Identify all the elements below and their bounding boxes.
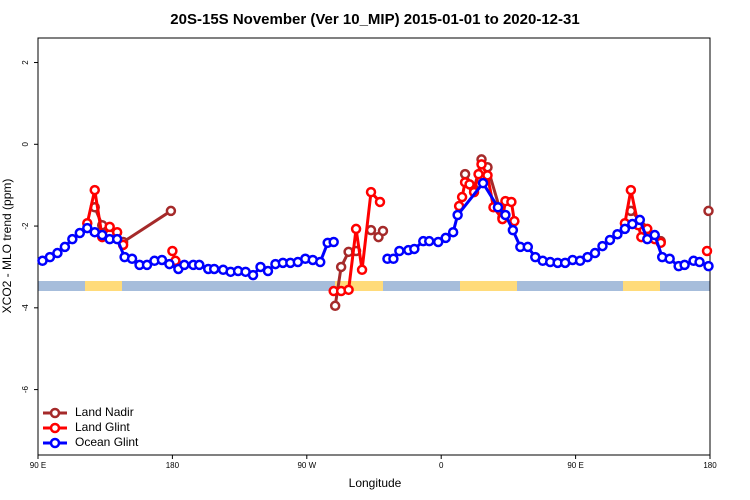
point	[356, 264, 368, 276]
point	[619, 223, 631, 235]
land-mask-strip	[38, 281, 710, 291]
point	[247, 269, 259, 281]
land-strip	[460, 281, 517, 291]
point	[627, 218, 638, 230]
point	[456, 191, 468, 203]
x-axis-label: Longitude	[349, 476, 402, 490]
y-tick-label: 0	[21, 142, 30, 147]
point	[165, 205, 177, 217]
point	[126, 253, 138, 265]
point	[335, 261, 347, 273]
y-tick-label: -2	[21, 222, 30, 230]
point	[52, 247, 63, 259]
point	[625, 184, 637, 196]
point	[328, 236, 339, 248]
point	[649, 229, 660, 241]
point	[104, 221, 115, 233]
point	[703, 260, 714, 272]
point	[350, 223, 362, 235]
point	[679, 259, 690, 271]
point	[111, 233, 123, 245]
point	[509, 215, 520, 227]
point	[492, 202, 504, 213]
point	[194, 259, 205, 271]
x-tick-label: 180	[166, 461, 180, 470]
point	[365, 224, 377, 236]
x-tick-label: 180	[703, 461, 717, 470]
point	[432, 236, 444, 248]
point	[500, 209, 511, 221]
point	[447, 226, 459, 238]
point	[694, 256, 705, 268]
point	[703, 205, 714, 217]
chart-title: 20S-15S November (Ver 10_MIP) 2015-01-01…	[170, 11, 579, 28]
point	[89, 184, 100, 196]
point	[642, 233, 653, 245]
point	[388, 253, 399, 265]
point	[329, 300, 341, 312]
point	[179, 259, 190, 271]
point	[477, 177, 489, 189]
legend-marker	[49, 437, 61, 449]
point	[164, 258, 175, 270]
point	[476, 159, 487, 170]
point	[452, 209, 463, 221]
point	[604, 234, 616, 246]
x-tick-label: 0	[439, 461, 444, 470]
x-tick-label: 90 W	[297, 461, 316, 470]
point	[141, 259, 153, 271]
point	[255, 261, 266, 273]
point	[409, 243, 420, 255]
point	[343, 284, 354, 296]
y-axis-label: XCO2 - MLO trend (ppm)	[0, 179, 14, 314]
point	[664, 253, 675, 265]
point	[167, 245, 178, 257]
legend-marker	[49, 407, 61, 419]
y-tick-label: 2	[21, 60, 30, 65]
point	[440, 232, 451, 244]
point	[314, 256, 326, 268]
point	[96, 229, 108, 241]
plot-frame	[37, 37, 711, 456]
x-tick-label: 90 E	[567, 461, 583, 470]
legend-label: Ocean Glint	[75, 435, 139, 449]
point	[394, 245, 405, 257]
point	[459, 168, 471, 180]
point	[597, 240, 608, 252]
point	[156, 254, 168, 266]
point	[374, 196, 386, 208]
point	[44, 251, 56, 263]
point	[507, 224, 519, 236]
point	[424, 235, 435, 247]
point	[67, 233, 78, 245]
point	[589, 247, 601, 259]
land-strip	[623, 281, 660, 291]
y-tick-label: -6	[21, 385, 30, 393]
point	[59, 241, 71, 253]
x-tick-label: 90 E	[30, 461, 46, 470]
legend-label: Land Nadir	[75, 405, 134, 419]
point	[74, 227, 86, 239]
point	[506, 196, 517, 208]
legend-marker	[49, 422, 61, 434]
point	[634, 214, 646, 226]
point	[482, 170, 493, 181]
point	[701, 245, 713, 257]
land-strip	[85, 281, 122, 291]
land-strip	[335, 281, 383, 291]
point	[365, 186, 377, 198]
point	[473, 168, 484, 180]
point	[208, 263, 220, 275]
point	[522, 241, 534, 253]
y-tick-label: -4	[21, 304, 30, 312]
point	[464, 179, 475, 190]
point	[262, 265, 274, 277]
point	[377, 225, 389, 237]
legend-label: Land Glint	[75, 420, 130, 434]
point	[582, 251, 593, 263]
point	[82, 222, 93, 234]
point	[612, 228, 623, 240]
